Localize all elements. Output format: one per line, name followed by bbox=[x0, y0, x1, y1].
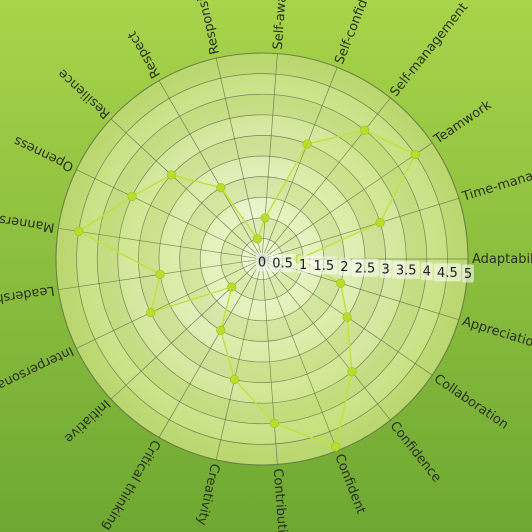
tick-label-group: 3.5 bbox=[392, 261, 420, 280]
data-point bbox=[252, 234, 263, 244]
data-point bbox=[227, 282, 237, 292]
grid-spoke bbox=[261, 97, 391, 260]
grid-spoke bbox=[158, 258, 263, 438]
tick-label: 5 bbox=[464, 267, 472, 282]
tick-label-box bbox=[351, 258, 379, 277]
data-point bbox=[375, 217, 385, 228]
data-point bbox=[347, 367, 357, 377]
grid-spoke bbox=[261, 258, 338, 451]
grid-spoke bbox=[261, 142, 433, 260]
tick-label-box bbox=[310, 256, 338, 275]
tick-label: 4.5 bbox=[437, 266, 458, 281]
tick-label-box bbox=[392, 261, 420, 280]
tick-label-group: 1.5 bbox=[310, 256, 338, 275]
grid-spoke bbox=[215, 58, 263, 260]
grid-spoke bbox=[76, 169, 263, 260]
data-point bbox=[127, 191, 137, 202]
tick-label: 3.5 bbox=[396, 264, 417, 279]
grid-spoke bbox=[215, 258, 263, 460]
data-point bbox=[360, 125, 370, 135]
grid-spoke bbox=[158, 80, 263, 260]
tick-label-group: 0.5 bbox=[268, 254, 297, 273]
tick-label: 2.5 bbox=[355, 261, 376, 276]
grid-spoke bbox=[261, 67, 338, 260]
tick-label-box bbox=[462, 264, 474, 283]
grid-spoke bbox=[261, 197, 459, 260]
tick-label-group: 0 bbox=[256, 253, 268, 271]
data-point bbox=[260, 213, 270, 223]
tick-label: 0 bbox=[258, 256, 266, 271]
data-point bbox=[166, 170, 176, 180]
data-point bbox=[216, 325, 226, 335]
data-point bbox=[302, 139, 312, 149]
data-point bbox=[74, 226, 84, 236]
data-point bbox=[216, 183, 226, 193]
tick-label-group: 5 bbox=[462, 264, 474, 283]
data-point bbox=[146, 308, 156, 318]
grid-spokes bbox=[58, 53, 468, 465]
tick-label-box bbox=[297, 255, 310, 274]
tick-labels: 0 0.5 1 1.5 2 2.5 3 3.5 4 4.5 5 bbox=[256, 253, 474, 283]
tick-label: 0.5 bbox=[272, 257, 293, 272]
data-point bbox=[342, 312, 352, 322]
tick-label: 3 bbox=[381, 262, 389, 277]
tick-label-box bbox=[268, 254, 297, 273]
tick-label-group: 4 bbox=[420, 262, 433, 281]
grid-spoke bbox=[261, 258, 278, 465]
series-line bbox=[77, 129, 417, 448]
grid-spoke bbox=[261, 258, 391, 421]
tick-label-group: 2 bbox=[338, 257, 351, 276]
tick-label: 1.5 bbox=[313, 259, 334, 274]
tick-label-box bbox=[256, 253, 268, 271]
series-layer bbox=[74, 125, 420, 452]
tick-label: 4 bbox=[423, 265, 431, 280]
category-label: Contribution bbox=[270, 468, 291, 532]
data-point bbox=[410, 149, 420, 160]
tick-label-group: 2.5 bbox=[351, 258, 379, 277]
grid-spoke bbox=[76, 258, 263, 349]
category-label: Adaptability bbox=[472, 252, 532, 267]
tick-label: 2 bbox=[340, 260, 348, 275]
tick-label: 1 bbox=[299, 258, 307, 273]
tick-label-box bbox=[379, 259, 392, 278]
grid-spoke bbox=[110, 258, 263, 400]
tick-label-group: 4.5 bbox=[433, 263, 462, 282]
data-point bbox=[336, 278, 346, 288]
grid-spoke bbox=[110, 118, 263, 260]
tick-label-box bbox=[420, 262, 433, 281]
tick-label-group: 1 bbox=[297, 255, 310, 274]
grid-spoke bbox=[58, 227, 263, 260]
tick-label-box bbox=[433, 263, 462, 282]
data-point bbox=[269, 418, 279, 428]
tick-label-box bbox=[338, 257, 351, 276]
data-point bbox=[229, 374, 240, 385]
data-point bbox=[331, 442, 341, 452]
tick-label-group: 3 bbox=[379, 259, 392, 278]
data-point bbox=[155, 269, 165, 279]
grid-spoke bbox=[261, 53, 278, 260]
